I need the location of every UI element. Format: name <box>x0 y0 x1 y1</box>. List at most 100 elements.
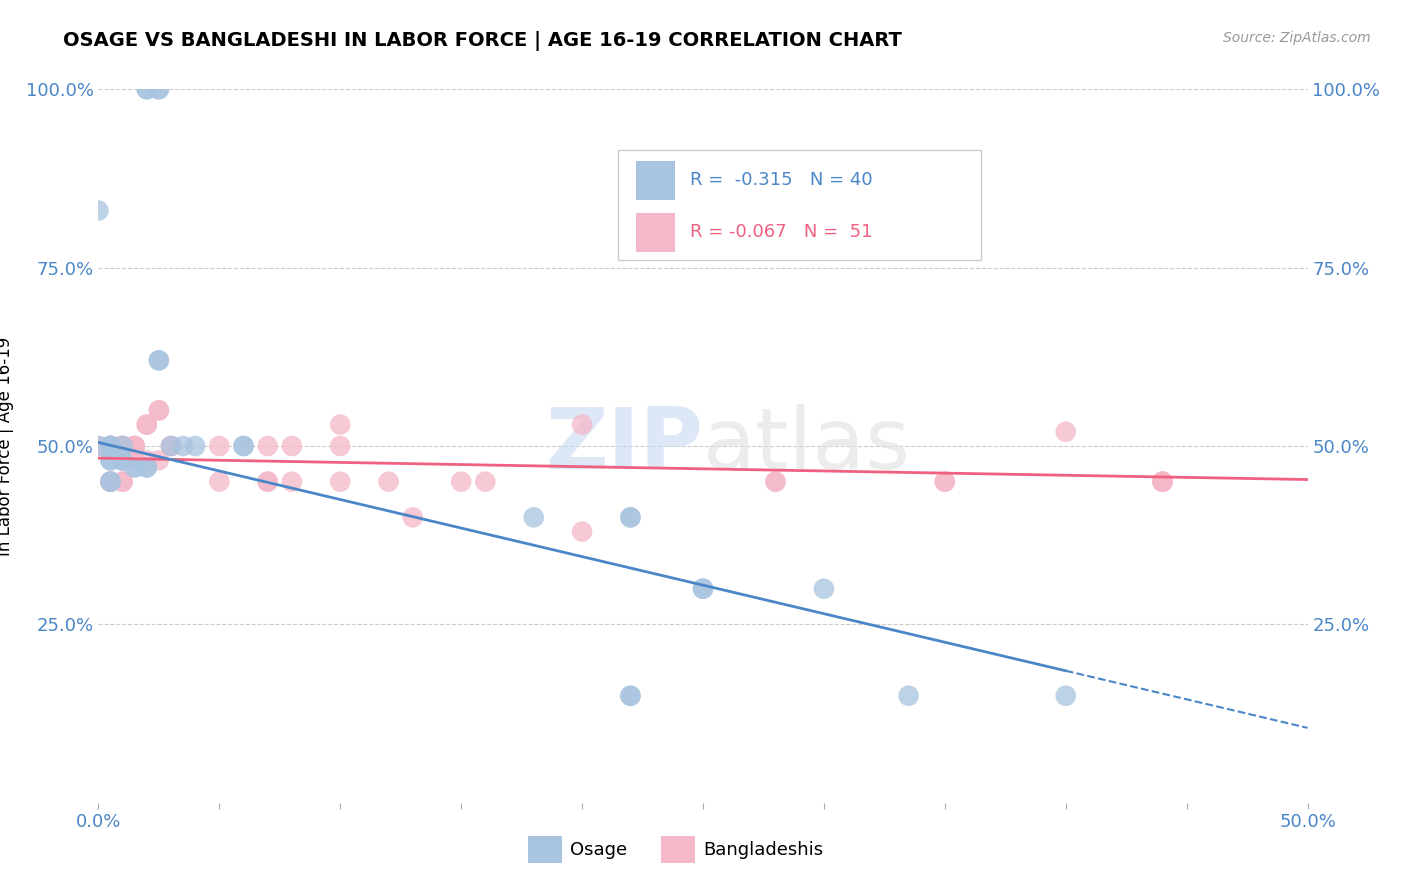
Point <box>135 417 157 432</box>
Point <box>111 439 134 453</box>
Point <box>87 439 110 453</box>
Point <box>571 524 593 539</box>
Point <box>100 453 122 467</box>
Point <box>329 417 352 432</box>
Point <box>692 582 714 596</box>
Text: ZIP: ZIP <box>546 404 703 488</box>
Point <box>692 582 714 596</box>
Point <box>148 353 170 368</box>
Point <box>1152 475 1174 489</box>
Point <box>148 403 170 417</box>
Point <box>111 453 134 467</box>
Point <box>148 82 170 96</box>
Point <box>111 453 134 467</box>
Point <box>100 439 122 453</box>
Point <box>100 475 122 489</box>
Point <box>100 439 122 453</box>
FancyBboxPatch shape <box>637 161 675 200</box>
Point <box>1054 425 1077 439</box>
Point <box>135 417 157 432</box>
Point <box>172 439 194 453</box>
Point <box>124 460 146 475</box>
Point <box>100 475 122 489</box>
Text: R =  -0.315   N = 40: R = -0.315 N = 40 <box>690 171 872 189</box>
Point <box>1152 475 1174 489</box>
Point <box>135 82 157 96</box>
Point <box>619 510 641 524</box>
Point <box>100 475 122 489</box>
Text: Osage: Osage <box>569 841 627 859</box>
Point <box>281 439 304 453</box>
Point <box>377 475 399 489</box>
Text: Bangladeshis: Bangladeshis <box>703 841 823 859</box>
Point <box>100 439 122 453</box>
Point <box>124 439 146 453</box>
Text: atlas: atlas <box>703 404 911 488</box>
Y-axis label: In Labor Force | Age 16-19: In Labor Force | Age 16-19 <box>0 336 14 556</box>
Point <box>100 439 122 453</box>
Point <box>87 203 110 218</box>
Point <box>148 82 170 96</box>
Point <box>184 439 207 453</box>
Point <box>100 439 122 453</box>
Point <box>281 475 304 489</box>
Point <box>813 582 835 596</box>
Point <box>402 510 425 524</box>
Point <box>208 439 231 453</box>
Point <box>135 460 157 475</box>
Point <box>160 439 183 453</box>
Point <box>619 689 641 703</box>
Point <box>160 439 183 453</box>
Point <box>100 475 122 489</box>
Point <box>100 475 122 489</box>
Point <box>474 475 496 489</box>
Point <box>765 475 787 489</box>
Point <box>100 439 122 453</box>
Point <box>100 439 122 453</box>
Point <box>124 439 146 453</box>
Point <box>135 460 157 475</box>
Point <box>111 475 134 489</box>
Point <box>124 439 146 453</box>
Point <box>934 475 956 489</box>
Point <box>124 453 146 467</box>
FancyBboxPatch shape <box>661 837 695 863</box>
Point <box>111 475 134 489</box>
Point <box>619 689 641 703</box>
Point <box>897 689 920 703</box>
Point <box>1152 475 1174 489</box>
Point <box>111 439 134 453</box>
Point <box>148 403 170 417</box>
Point <box>1054 689 1077 703</box>
Point <box>124 460 146 475</box>
Point <box>111 439 134 453</box>
Text: R = -0.067   N =  51: R = -0.067 N = 51 <box>690 223 872 241</box>
FancyBboxPatch shape <box>619 150 981 260</box>
Point <box>160 439 183 453</box>
Point <box>523 510 546 524</box>
Point <box>450 475 472 489</box>
Point <box>256 475 278 489</box>
Point <box>619 510 641 524</box>
Point <box>329 475 352 489</box>
Point <box>148 353 170 368</box>
Text: OSAGE VS BANGLADESHI IN LABOR FORCE | AGE 16-19 CORRELATION CHART: OSAGE VS BANGLADESHI IN LABOR FORCE | AG… <box>63 31 903 51</box>
Point <box>148 453 170 467</box>
Point <box>208 475 231 489</box>
Point <box>232 439 254 453</box>
Point <box>256 439 278 453</box>
Point <box>111 453 134 467</box>
FancyBboxPatch shape <box>637 212 675 252</box>
Point <box>934 475 956 489</box>
Point <box>135 82 157 96</box>
FancyBboxPatch shape <box>527 837 561 863</box>
Point <box>100 439 122 453</box>
Point <box>571 417 593 432</box>
Point <box>232 439 254 453</box>
Point <box>87 439 110 453</box>
Point <box>329 439 352 453</box>
Point <box>100 475 122 489</box>
Point <box>256 475 278 489</box>
Text: Source: ZipAtlas.com: Source: ZipAtlas.com <box>1223 31 1371 45</box>
Point <box>100 453 122 467</box>
